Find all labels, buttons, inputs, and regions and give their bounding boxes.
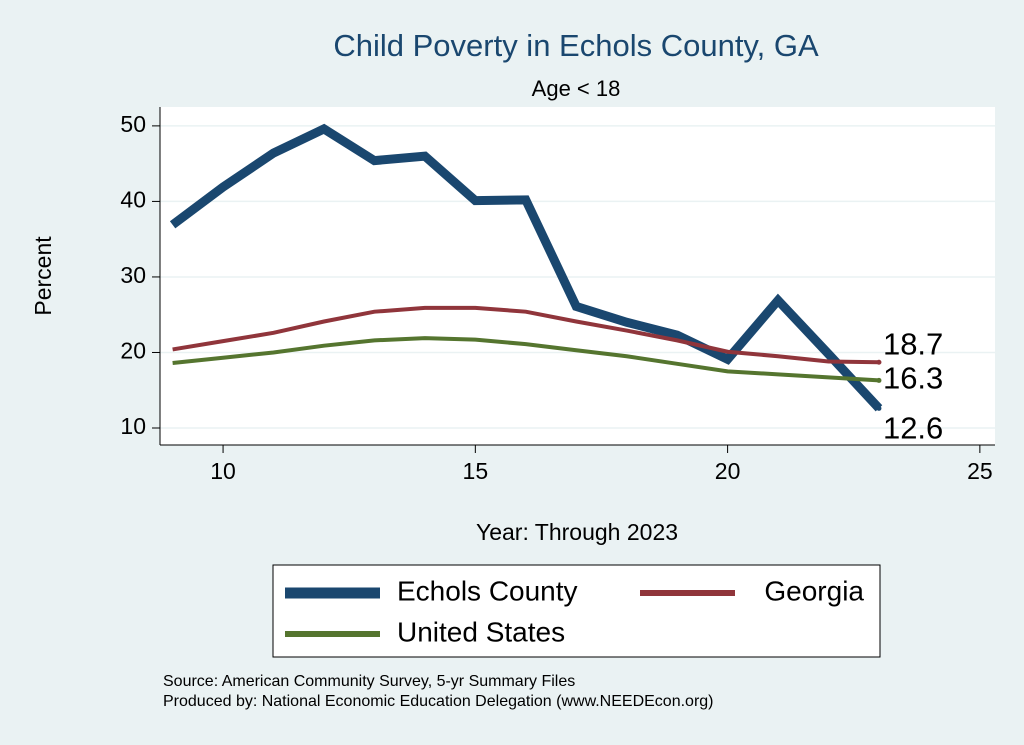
y-tick-label: 30: [120, 262, 146, 288]
series-line: [169, 123, 883, 412]
legend-label: United States: [397, 616, 565, 647]
note: Produced by: National Economic Education…: [163, 693, 714, 710]
x-axis-label: Year: Through 2023: [476, 519, 678, 545]
end-label: 12.6: [883, 411, 943, 446]
x-tick-label: 20: [715, 458, 741, 484]
legend-box: [272, 564, 881, 658]
x-tick-label: 15: [463, 458, 489, 484]
legend-label: Georgia: [764, 575, 864, 606]
series-line: [172, 305, 879, 365]
chart-title: Child Poverty in Echols County, GA: [333, 28, 819, 63]
end-point: [876, 377, 882, 383]
end-point: [876, 359, 882, 365]
end-label: 16.3: [883, 361, 943, 396]
y-tick-label: 50: [120, 111, 146, 137]
x-tick-label: 25: [967, 458, 993, 484]
legend-label: Echols County: [397, 575, 578, 606]
end-label: 18.7: [883, 326, 943, 361]
y-tick-label: 40: [120, 186, 146, 212]
chart-subtitle: Age < 18: [532, 76, 621, 101]
y-tick-label: 10: [120, 413, 146, 439]
y-axis-label: Percent: [30, 236, 56, 316]
x-tick-label: 10: [210, 458, 236, 484]
series-line: [172, 336, 880, 383]
end-point: [876, 405, 882, 411]
note: Source: American Community Survey, 5-yr …: [163, 673, 575, 690]
y-tick-label: 20: [120, 338, 146, 364]
